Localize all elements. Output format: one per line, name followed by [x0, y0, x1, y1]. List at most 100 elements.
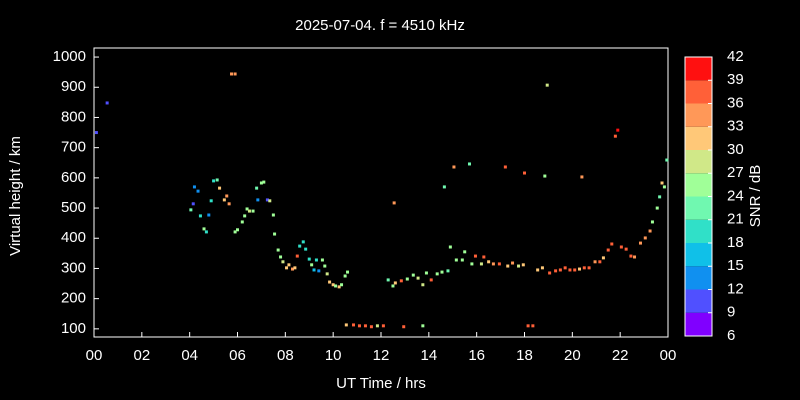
- data-point: [629, 254, 633, 258]
- data-point: [273, 232, 277, 236]
- data-point: [497, 262, 501, 266]
- data-point: [648, 229, 652, 233]
- data-point: [650, 220, 654, 224]
- colorbar-band: [685, 196, 712, 220]
- data-point: [328, 280, 332, 284]
- data-point: [421, 283, 425, 287]
- colorbar-tick-label: 39: [727, 71, 744, 88]
- data-point: [665, 158, 669, 162]
- data-point: [421, 324, 425, 328]
- data-point: [285, 266, 289, 270]
- data-point: [613, 134, 617, 138]
- data-point: [563, 266, 567, 270]
- data-point: [198, 214, 202, 218]
- x-tick-label: 04: [181, 347, 198, 364]
- data-point: [212, 179, 216, 183]
- data-point: [192, 185, 196, 189]
- y-tick-label: 1000: [53, 48, 86, 65]
- data-point: [616, 128, 620, 132]
- data-point: [317, 269, 321, 273]
- data-point: [580, 175, 584, 179]
- y-tick-label: 800: [61, 108, 86, 125]
- data-point: [293, 266, 297, 270]
- data-point: [467, 162, 471, 166]
- x-tick-label: 12: [373, 347, 390, 364]
- x-tick-label: 18: [516, 347, 533, 364]
- data-point: [402, 325, 406, 329]
- data-point: [531, 324, 535, 328]
- data-point: [393, 281, 397, 285]
- x-tick-label: 14: [420, 347, 437, 364]
- data-point: [624, 247, 628, 251]
- colorbar-band: [685, 312, 712, 336]
- colorbar-tick-label: 27: [727, 164, 744, 181]
- data-point: [298, 244, 302, 248]
- chart-title: 2025-07-04. f = 4510 kHz: [295, 17, 465, 34]
- data-point: [593, 260, 597, 264]
- data-point: [331, 283, 335, 287]
- y-tick-label: 100: [61, 320, 86, 337]
- data-point: [287, 263, 291, 267]
- data-point: [236, 228, 239, 232]
- y-tick-label: 200: [61, 290, 86, 307]
- data-point: [405, 277, 409, 281]
- data-point: [619, 245, 623, 249]
- data-point: [259, 181, 263, 185]
- data-point: [320, 258, 324, 262]
- colorbar-label: SNR / dB: [747, 165, 764, 228]
- data-point: [262, 180, 266, 184]
- data-point: [343, 274, 347, 278]
- data-point: [204, 230, 208, 234]
- data-point: [446, 269, 450, 273]
- x-axis-label: UT Time / hrs: [336, 375, 426, 392]
- data-point: [452, 165, 456, 169]
- data-point: [523, 171, 526, 175]
- plot-frame: [93, 47, 669, 338]
- x-tick-label: 10: [325, 347, 342, 364]
- data-point: [233, 230, 237, 234]
- data-point: [304, 247, 308, 251]
- data-point: [271, 213, 275, 217]
- data-point: [399, 279, 403, 283]
- data-point: [240, 220, 244, 224]
- data-point: [573, 268, 577, 272]
- x-tick-label: 20: [564, 347, 581, 364]
- colorbar-tick-label: 36: [727, 94, 744, 111]
- data-point: [435, 272, 439, 276]
- data-point: [218, 186, 222, 190]
- data-point: [554, 269, 558, 273]
- data-point: [548, 271, 552, 275]
- data-point: [633, 255, 637, 259]
- colorbar-tick-label: 6: [727, 327, 735, 344]
- data-point: [337, 285, 341, 289]
- data-point: [225, 194, 229, 198]
- colorbar-band: [685, 266, 712, 290]
- data-point: [222, 198, 226, 202]
- data-point: [243, 214, 247, 218]
- colorbar-tick-label: 30: [727, 141, 744, 158]
- y-tick-label: 500: [61, 199, 86, 216]
- x-tick-label: 00: [660, 347, 677, 364]
- colorbar-band: [685, 57, 712, 81]
- data-point: [662, 185, 666, 189]
- y-tick-label: 300: [61, 259, 86, 276]
- y-tick-label: 400: [61, 229, 86, 246]
- data-point: [487, 260, 491, 264]
- colorbar-band: [685, 219, 712, 243]
- data-point: [207, 213, 211, 217]
- data-point: [655, 206, 659, 210]
- data-point: [363, 324, 367, 328]
- data-point: [391, 284, 395, 288]
- data-point: [658, 195, 662, 199]
- data-point: [369, 325, 373, 329]
- data-point: [279, 255, 283, 259]
- data-point: [568, 268, 572, 272]
- x-tick-label: 06: [229, 347, 246, 364]
- data-point: [351, 323, 355, 327]
- x-tick-label: 16: [468, 347, 485, 364]
- data-point: [582, 266, 586, 270]
- data-point: [491, 262, 495, 266]
- data-point: [247, 209, 251, 213]
- x-tick-label: 00: [86, 347, 103, 364]
